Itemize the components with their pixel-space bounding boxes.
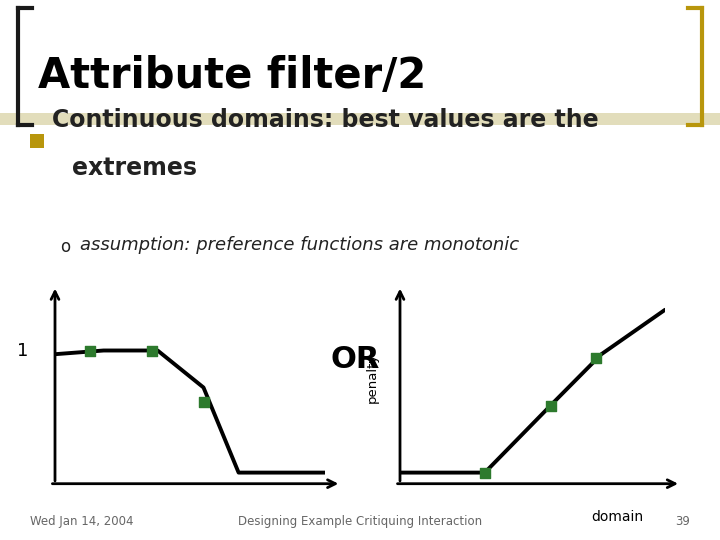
Point [84, 346, 96, 355]
Point [198, 398, 210, 407]
Text: extremes: extremes [72, 156, 197, 180]
Text: OR: OR [330, 346, 379, 375]
Point [146, 346, 158, 355]
Text: penalty: penalty [366, 353, 379, 403]
Bar [30, 134, 44, 148]
Text: 39: 39 [675, 515, 690, 528]
Bar [0, 113, 720, 125]
Point [545, 402, 557, 410]
Text: 1: 1 [17, 341, 28, 360]
Point [479, 468, 490, 477]
Text: Continuous domains: best values are the: Continuous domains: best values are the [52, 108, 598, 132]
Text: Wed Jan 14, 2004: Wed Jan 14, 2004 [30, 515, 133, 528]
Text: domain: domain [591, 510, 644, 524]
Text: o: o [60, 238, 70, 256]
Text: assumption: preference functions are monotonic: assumption: preference functions are mon… [80, 236, 519, 254]
Point [590, 354, 602, 362]
Text: Designing Example Critiquing Interaction: Designing Example Critiquing Interaction [238, 515, 482, 528]
Text: Attribute filter/2: Attribute filter/2 [38, 55, 426, 97]
